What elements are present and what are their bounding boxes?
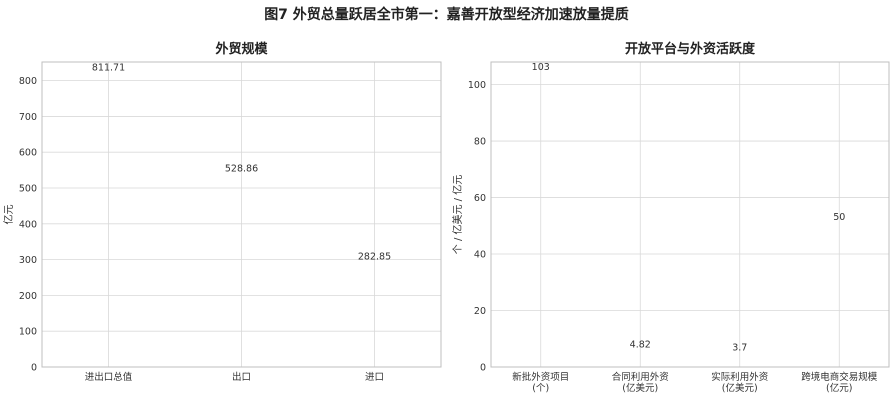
y-tick-label: 100 bbox=[19, 327, 37, 338]
y-tick-label: 400 bbox=[19, 219, 37, 230]
y-tick-label: 60 bbox=[474, 193, 486, 204]
x-tick-label: 进口 bbox=[365, 372, 384, 383]
chart-1: 0 100 200 300 400 500 600 700 800 811.71 进出口总值 528.… bbox=[2, 41, 442, 383]
x-tick-label: (亿元) bbox=[826, 382, 852, 394]
data-label: 50 bbox=[833, 212, 845, 223]
chart-title: 外贸规模 bbox=[214, 41, 268, 57]
y-axis-label: 个 / 亿美元 / 亿元 bbox=[451, 175, 464, 254]
x-tick-label: 进出口总值 bbox=[85, 371, 133, 383]
data-label: 528.86 bbox=[225, 164, 258, 175]
data-label: 282.85 bbox=[358, 252, 391, 263]
chart-2: 020406080100103新批外资项目(个)4.82合同利用外资(亿美元)3… bbox=[451, 41, 890, 394]
y-tick-label: 40 bbox=[474, 250, 486, 261]
x-tick-label: 实际利用外资 bbox=[711, 371, 769, 383]
y-tick-label: 600 bbox=[19, 148, 37, 159]
data-label: 4.82 bbox=[630, 339, 651, 350]
y-tick-label: 300 bbox=[19, 255, 37, 266]
figure-title: 图7 外贸总量跃居全市第一：嘉善开放型经济加速放量提质 bbox=[264, 7, 629, 23]
x-tick-label: 跨境电商交易规模 bbox=[801, 371, 878, 383]
y-tick-label: 700 bbox=[19, 112, 37, 123]
x-tick-label: (亿美元) bbox=[722, 382, 758, 394]
data-label: 811.71 bbox=[92, 62, 125, 73]
y-tick-label: 800 bbox=[19, 76, 37, 87]
y-tick-label: 0 bbox=[480, 363, 486, 374]
chart-title: 开放平台与外资活跃度 bbox=[625, 41, 756, 57]
data-label: 103 bbox=[532, 62, 550, 73]
y-tick-label: 200 bbox=[19, 291, 37, 302]
y-tick-label: 100 bbox=[468, 80, 486, 91]
plot-frame bbox=[490, 61, 890, 368]
y-tick-label: 80 bbox=[474, 137, 486, 148]
x-tick-label: 合同利用外资 bbox=[612, 371, 670, 383]
y-tick-label: 500 bbox=[19, 184, 37, 195]
x-tick-label: (个) bbox=[532, 383, 549, 394]
x-tick-label: 出口 bbox=[232, 371, 251, 383]
x-tick-label: 新批外资项目 bbox=[512, 371, 569, 383]
y-tick-label: 20 bbox=[474, 306, 486, 317]
plot-frame bbox=[41, 61, 442, 368]
y-tick-label: 0 bbox=[31, 363, 37, 374]
data-label: 3.7 bbox=[732, 343, 747, 354]
y-axis-label: 亿元 bbox=[2, 205, 15, 225]
x-tick-label: (亿美元) bbox=[622, 382, 658, 394]
